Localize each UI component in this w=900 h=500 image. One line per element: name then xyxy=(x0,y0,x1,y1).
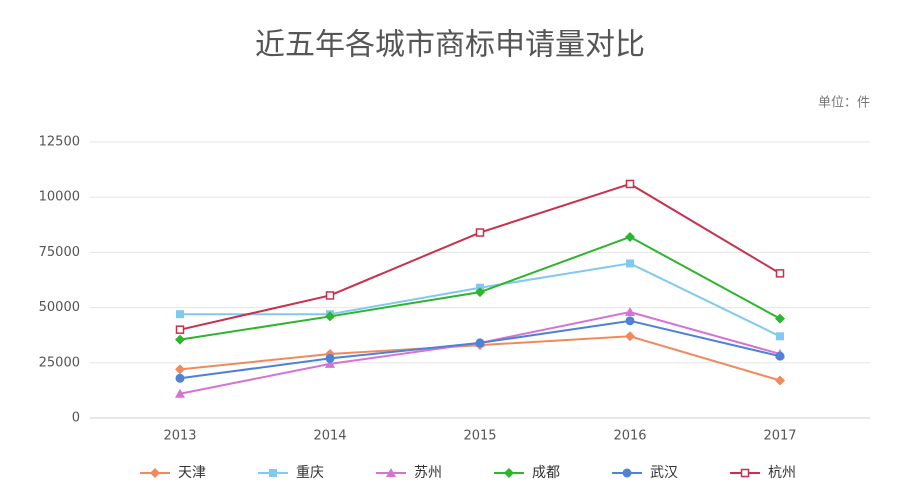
marker xyxy=(625,331,635,342)
marker xyxy=(175,373,185,383)
marker xyxy=(475,228,485,237)
legend-label: 重庆 xyxy=(296,465,324,481)
y-tick-label: 10000 xyxy=(39,190,80,205)
y-tick-label: 75000 xyxy=(39,245,80,260)
chart-title: 近五年各城市商标申请量对比 xyxy=(255,28,645,63)
marker xyxy=(386,468,396,477)
marker xyxy=(626,259,634,268)
legend-label: 杭州 xyxy=(768,465,796,481)
marker xyxy=(176,310,184,319)
y-tick-label: 50000 xyxy=(39,300,80,315)
marker xyxy=(775,313,785,324)
legend-label: 苏州 xyxy=(414,465,442,481)
legend-label: 武汉 xyxy=(650,465,678,481)
marker xyxy=(625,316,635,326)
marker xyxy=(775,375,785,386)
marker xyxy=(269,469,277,477)
series-line xyxy=(179,310,781,395)
marker xyxy=(325,311,335,322)
marker xyxy=(625,307,635,317)
marker xyxy=(775,351,785,361)
y-tick-label: 12500 xyxy=(39,135,80,150)
marker xyxy=(775,269,785,278)
x-tick-label: 2015 xyxy=(463,429,496,444)
marker xyxy=(325,353,335,363)
y-tick-label: 25000 xyxy=(39,355,80,370)
legend-label: 成都 xyxy=(532,465,560,481)
marker xyxy=(175,334,185,345)
marker xyxy=(625,179,635,189)
marker xyxy=(175,325,185,334)
legend-label: 天津 xyxy=(178,465,206,481)
x-tick-label: 2017 xyxy=(763,429,796,444)
marker xyxy=(325,291,335,300)
y-tick-label: 0 xyxy=(72,411,80,426)
unit-label: 单位：件 xyxy=(818,96,870,111)
marker xyxy=(475,338,485,348)
x-tick-label: 2013 xyxy=(163,429,196,444)
marker xyxy=(325,358,335,368)
x-tick-label: 2016 xyxy=(613,429,646,444)
marker xyxy=(740,468,750,478)
marker xyxy=(475,287,485,298)
marker xyxy=(625,231,635,242)
marker xyxy=(175,364,185,375)
marker xyxy=(150,468,160,478)
marker xyxy=(504,468,514,478)
marker xyxy=(776,332,784,341)
marker xyxy=(622,468,632,478)
marker xyxy=(175,388,185,398)
x-tick-label: 2014 xyxy=(313,429,346,444)
